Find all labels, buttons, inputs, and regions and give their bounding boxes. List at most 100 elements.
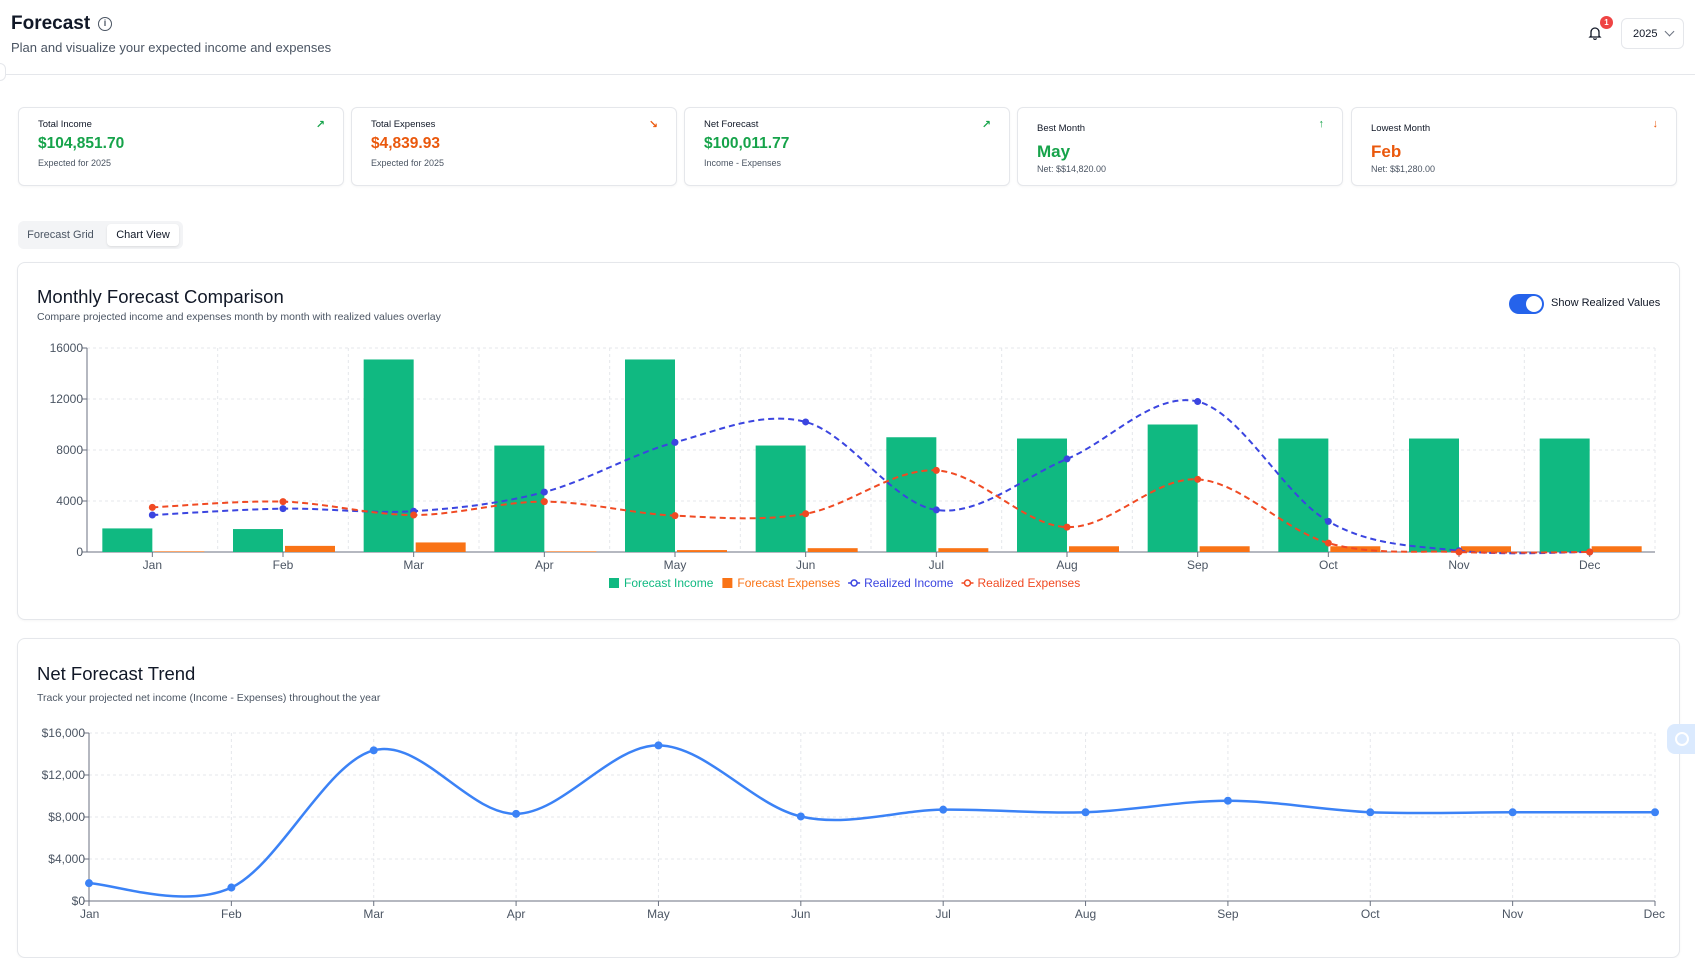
x-tick-label: Aug: [1075, 907, 1096, 921]
point-realized-expenses: [802, 510, 810, 518]
x-tick-label: Apr: [535, 558, 554, 572]
bell-icon[interactable]: [1588, 26, 1602, 40]
net-forecast-point: [1081, 808, 1090, 817]
x-tick-label: Sep: [1217, 907, 1239, 921]
bar-forecast-expenses: [807, 548, 858, 552]
tab-chart-view[interactable]: Chart View: [107, 224, 179, 246]
x-tick-label: May: [647, 907, 670, 921]
point-realized-expenses: [1455, 548, 1463, 556]
net-forecast-point: [939, 805, 948, 814]
y-tick-label: 8000: [56, 443, 83, 457]
net-forecast-point: [1651, 808, 1659, 817]
stat-card-best-month: Best Month ↑ May Net: $$14,820.00: [1017, 107, 1343, 186]
trend-title: Net Forecast Trend: [37, 663, 196, 684]
y-tick-label: $8,000: [48, 810, 85, 824]
stat-note: Net: $$14,820.00: [1037, 164, 1107, 174]
point-realized-expenses: [1194, 475, 1202, 483]
x-tick-label: Feb: [273, 558, 294, 572]
bar-forecast-income: [1409, 438, 1459, 552]
y-tick-label: $16,000: [42, 726, 86, 740]
net-forecast-point: [1223, 796, 1232, 805]
assistant-button[interactable]: [1667, 724, 1695, 754]
stat-value: $100,011.77: [704, 135, 790, 152]
y-tick-label: 12000: [50, 392, 84, 406]
stat-card-total-income: Total Income ↗ $104,851.70 Expected for 202…: [18, 107, 344, 186]
stat-value: May: [1037, 142, 1071, 161]
comparison-description: Compare projected income and expenses mo…: [37, 311, 441, 323]
bar-forecast-income: [1539, 438, 1590, 552]
legend-label: Forecast Income: [624, 576, 714, 590]
legend-swatch: [850, 579, 858, 587]
point-realized-expenses: [1063, 523, 1071, 531]
net-forecast-point: [796, 812, 805, 821]
show-realized-toggle[interactable]: [1509, 294, 1544, 314]
bar-forecast-expenses: [154, 551, 205, 552]
arrow-up-icon: ↑: [1318, 118, 1325, 130]
x-tick-label: Feb: [221, 907, 242, 921]
trending-up-icon: ↗: [315, 119, 325, 131]
tab-forecast-grid[interactable]: Forecast Grid: [27, 229, 94, 241]
net-forecast-point: [369, 746, 378, 755]
stat-note: Net: $$1,280.00: [1371, 164, 1436, 174]
bar-forecast-expenses: [415, 542, 466, 552]
trending-up-icon: ↗: [981, 119, 991, 131]
arrow-down-icon: ↓: [1652, 118, 1659, 130]
x-tick-label: Aug: [1056, 558, 1077, 572]
x-tick-label: Jun: [791, 907, 810, 921]
stat-card-lowest-month: Lowest Month ↓ Feb Net: $$1,280.00: [1351, 107, 1677, 186]
net-forecast-point: [1366, 808, 1375, 817]
page-title: Forecast: [11, 13, 91, 34]
legend-swatch: [722, 578, 733, 588]
stat-note: Income - Expenses: [704, 158, 782, 168]
point-realized-income: [279, 505, 287, 513]
x-tick-label: Mar: [363, 907, 384, 921]
legend-label: Realized Expenses: [977, 576, 1080, 590]
trend-panel: Net Forecast Trend Track your projected …: [17, 638, 1680, 958]
net-forecast-point: [1508, 808, 1517, 817]
bar-forecast-income: [363, 359, 414, 552]
point-realized-expenses: [410, 511, 418, 519]
bar-forecast-expenses: [285, 545, 335, 552]
point-realized-expenses: [932, 466, 940, 474]
bar-forecast-expenses: [546, 551, 597, 552]
point-realized-income: [148, 511, 156, 519]
legend-swatch: [963, 579, 972, 587]
point-realized-income: [540, 488, 548, 496]
stat-note: Expected for 2025: [371, 158, 445, 168]
line-realized-expenses: [152, 469, 1590, 554]
stat-label: Total Income: [38, 119, 92, 130]
info-icon[interactable]: i: [98, 17, 112, 31]
x-tick-label: Jun: [796, 558, 815, 572]
page-subtitle: Plan and visualize your expected income …: [11, 40, 332, 55]
y-tick-label: $0: [72, 894, 86, 908]
point-realized-income: [802, 418, 810, 426]
net-forecast-line: [88, 744, 1655, 898]
point-realized-expenses: [148, 503, 156, 511]
x-tick-label: Dec: [1644, 907, 1665, 921]
x-tick-label: Jan: [143, 558, 162, 572]
x-tick-label: Oct: [1319, 558, 1338, 572]
legend-label: Forecast Expenses: [737, 576, 840, 590]
stat-value: $104,851.70: [38, 135, 125, 152]
trend-description: Track your projected net income (Income …: [37, 692, 381, 704]
net-forecast-point: [512, 809, 521, 818]
point-realized-expenses: [1586, 548, 1594, 556]
stat-label: Net Forecast: [704, 119, 759, 130]
stat-label: Lowest Month: [1371, 123, 1431, 134]
stat-card-total-expenses: Total Expenses ↘ $4,839.93 Expected for 202…: [351, 107, 677, 186]
x-tick-label: Nov: [1448, 558, 1469, 572]
point-realized-expenses: [279, 498, 287, 506]
bar-forecast-expenses: [1069, 546, 1119, 552]
x-tick-label: Nov: [1502, 907, 1523, 921]
point-realized-income: [1194, 398, 1202, 406]
bar-forecast-income: [755, 445, 806, 552]
bar-forecast-expenses: [938, 548, 989, 552]
stat-value: $4,839.93: [371, 135, 440, 152]
y-tick-label: 4000: [56, 494, 83, 508]
bar-forecast-expenses: [1591, 546, 1642, 552]
x-tick-label: Apr: [507, 907, 526, 921]
x-tick-label: Jan: [80, 907, 99, 921]
point-realized-expenses: [671, 512, 679, 520]
trending-down-icon: ↘: [648, 119, 658, 131]
year-select[interactable]: 2025: [1621, 18, 1684, 49]
